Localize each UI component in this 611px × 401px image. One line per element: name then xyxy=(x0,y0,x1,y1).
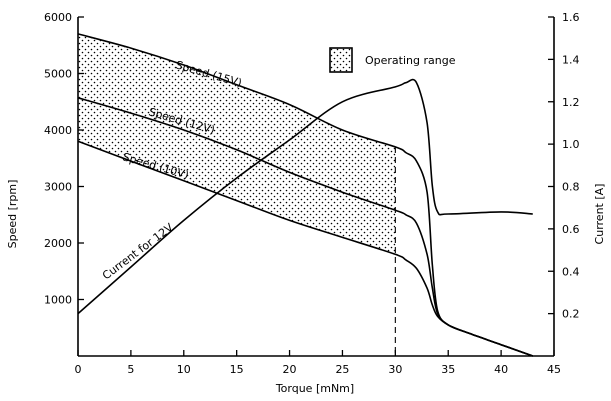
y-right-tick-label: 0.6 xyxy=(562,223,580,236)
y-right-tick-label: 1.4 xyxy=(562,53,580,66)
x-tick-label: 5 xyxy=(127,363,134,376)
operating-range-fill xyxy=(78,33,396,255)
series-line-current-for-12v xyxy=(77,78,533,315)
x-tick-label: 0 xyxy=(75,363,82,376)
y-tick-label: 6000 xyxy=(44,11,72,24)
x-axis-label: Torque [mNm] xyxy=(275,382,354,395)
y-right-tick-label: 1.0 xyxy=(562,138,580,151)
y-right-tick-label: 1.6 xyxy=(562,11,580,24)
operating-range-area xyxy=(78,33,396,356)
axes: 0 5 10 15 20 25 30 35 40 45 1000 2000 3000 4000 5000 60… xyxy=(44,11,580,376)
y-right-tick-label: 1.2 xyxy=(562,96,580,109)
y-right-tick-label: 0.8 xyxy=(562,181,580,194)
legend: Operating range xyxy=(329,47,456,73)
y-tick-label: 4000 xyxy=(44,124,72,137)
x-tick-label: 20 xyxy=(283,363,297,376)
y-axis-label: Speed [rpm] xyxy=(6,180,19,249)
x-tick-label: 35 xyxy=(441,363,455,376)
x-tick-label: 45 xyxy=(547,363,561,376)
y-right-tick-label: 0.2 xyxy=(562,308,580,321)
y-right-axis-label: Current [A] xyxy=(593,184,606,245)
x-tick-label: 10 xyxy=(177,363,191,376)
curves xyxy=(77,33,534,357)
x-tick-label: 40 xyxy=(494,363,508,376)
series-line-speed-10v xyxy=(77,140,534,357)
x-tick-label: 15 xyxy=(230,363,244,376)
y-tick-label: 3000 xyxy=(44,181,72,194)
y-tick-label: 5000 xyxy=(44,68,72,81)
label-current-12v: Current for 12V xyxy=(100,221,176,283)
legend-swatch xyxy=(329,47,353,73)
x-tick-label: 25 xyxy=(335,363,349,376)
legend-label: Operating range xyxy=(365,54,456,67)
y-right-tick-label: 0.4 xyxy=(562,265,580,278)
y-tick-label: 1000 xyxy=(44,294,72,307)
x-tick-label: 30 xyxy=(388,363,402,376)
y-tick-label: 2000 xyxy=(44,237,72,250)
